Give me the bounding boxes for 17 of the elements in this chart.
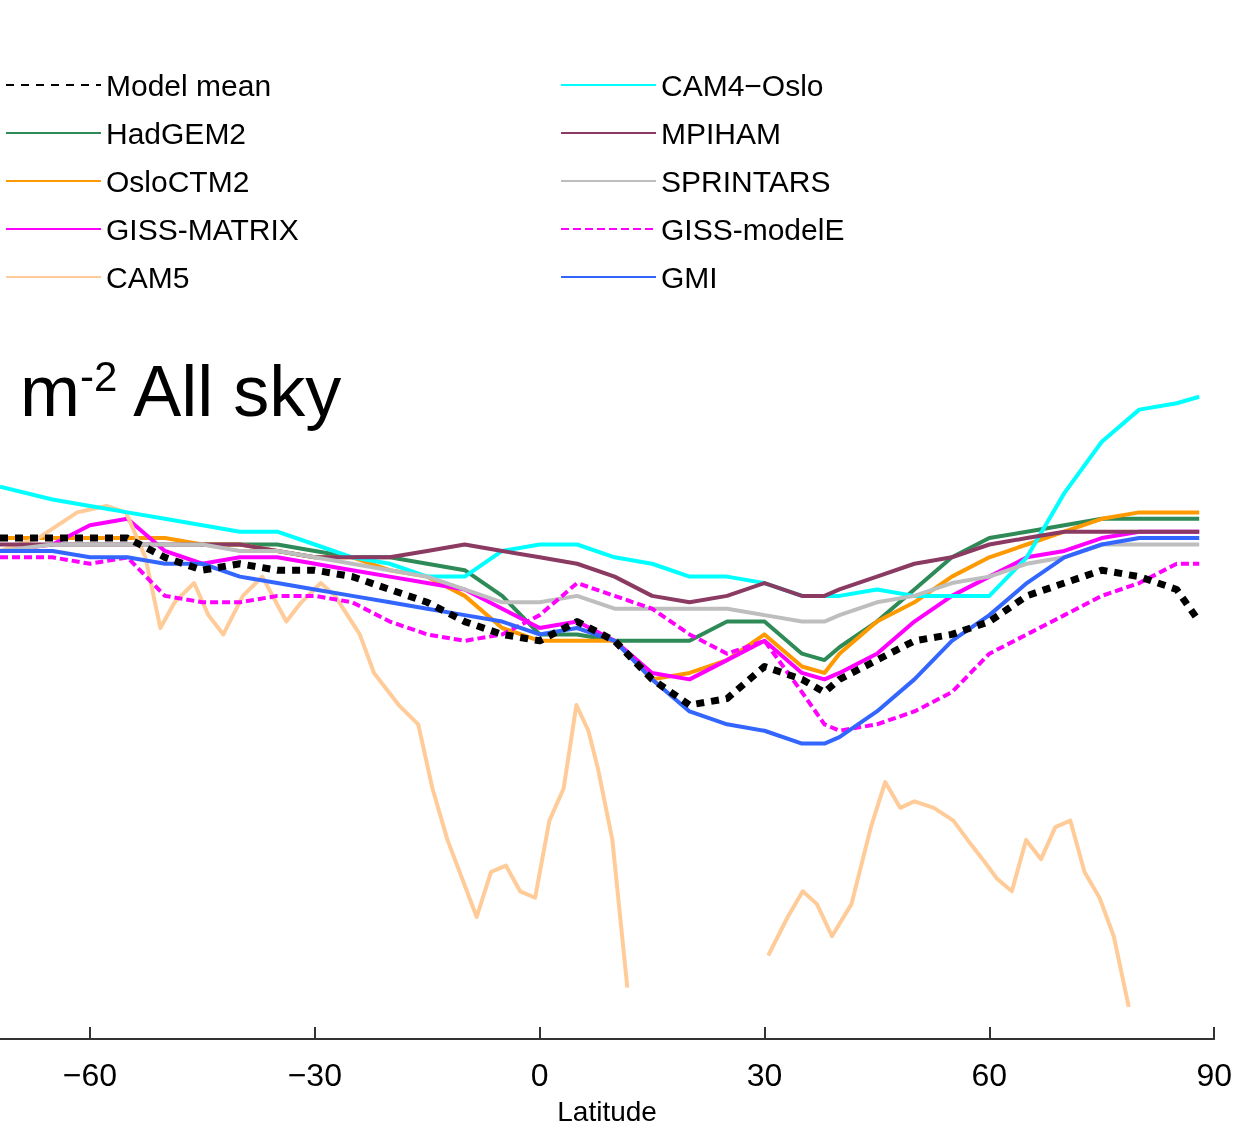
x-axis-title: Latitude: [557, 1095, 657, 1127]
x-tick-label: 60: [971, 1057, 1008, 1093]
legend-label: HadGEM2: [106, 116, 247, 150]
legend-label: CAM4−Oslo: [661, 68, 824, 102]
x-tick-label: −30: [287, 1057, 342, 1093]
legend-label: SPRINTARS: [661, 164, 831, 198]
x-tick-label: 90: [1196, 1057, 1232, 1093]
legend-label: GISS-MATRIX: [106, 212, 299, 246]
x-tick-label: −60: [62, 1057, 118, 1093]
legend-label: MPIHAM: [661, 116, 781, 150]
legend-label: GISS-modelE: [661, 212, 845, 246]
legend-label: Model mean: [106, 68, 272, 102]
legend-label: GMI: [661, 260, 718, 294]
x-tick-label: 30: [746, 1057, 783, 1093]
x-tick-label: 0: [530, 1057, 549, 1093]
legend-label: CAM5: [106, 260, 190, 294]
legend-label: OsloCTM2: [106, 164, 250, 198]
